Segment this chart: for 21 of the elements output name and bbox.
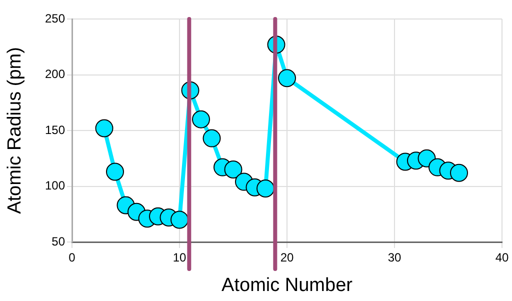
- point: [450, 164, 468, 182]
- point: [278, 69, 296, 88]
- point: [95, 119, 114, 138]
- point: [256, 179, 274, 198]
- y-tick-label: 100: [44, 178, 66, 193]
- y-tick-label: 50: [52, 234, 66, 248]
- y-tick-label: 150: [44, 122, 66, 137]
- point: [106, 162, 124, 181]
- point: [224, 160, 242, 179]
- point: [170, 210, 188, 229]
- x-tick-label: 10: [172, 250, 186, 265]
- y-axis-title: Atomic Radius (pm): [4, 47, 26, 214]
- point: [202, 129, 221, 148]
- x-tick-label: 40: [495, 250, 509, 265]
- x-tick-label: 30: [388, 250, 402, 265]
- y-tick-label: 200: [44, 67, 66, 82]
- x-tick-label: 20: [280, 250, 294, 265]
- x-axis-title: Atomic Number: [222, 274, 354, 296]
- y-tick-label: 250: [44, 11, 66, 26]
- point: [192, 110, 210, 128]
- x-tick-label: 0: [68, 250, 76, 265]
